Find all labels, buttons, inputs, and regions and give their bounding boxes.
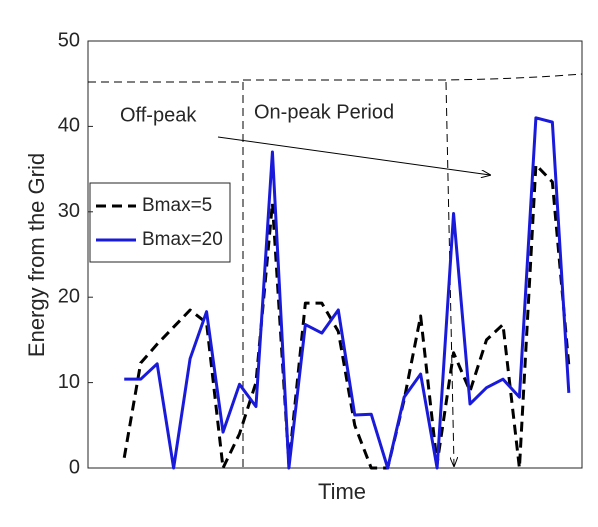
y-tick-label: 30 — [58, 200, 80, 222]
y-tick-label: 40 — [58, 115, 80, 137]
legend-label: Bmax=5 — [142, 195, 212, 216]
y-tick-label: 0 — [69, 456, 80, 478]
y-tick-label: 10 — [58, 371, 80, 393]
data-line — [122, 163, 571, 470]
y-tick-label: 50 — [58, 29, 80, 51]
y-tick-label: 20 — [58, 285, 80, 307]
threshold-line — [243, 73, 583, 81]
legend: Bmax=5 Bmax=20 — [89, 182, 231, 263]
x-axis-label: Time — [318, 479, 366, 504]
legend-box — [89, 182, 231, 263]
data-line — [124, 116, 571, 470]
annotation: Off-peak — [120, 104, 197, 126]
period-lines — [88, 73, 583, 468]
legend-label: Bmax=20 — [142, 229, 223, 250]
marks — [122, 116, 571, 470]
y-axis-label: Energy from the Grid — [24, 153, 49, 357]
annotation: On-peak Period — [254, 101, 394, 123]
annotation-arrow — [217, 136, 490, 175]
